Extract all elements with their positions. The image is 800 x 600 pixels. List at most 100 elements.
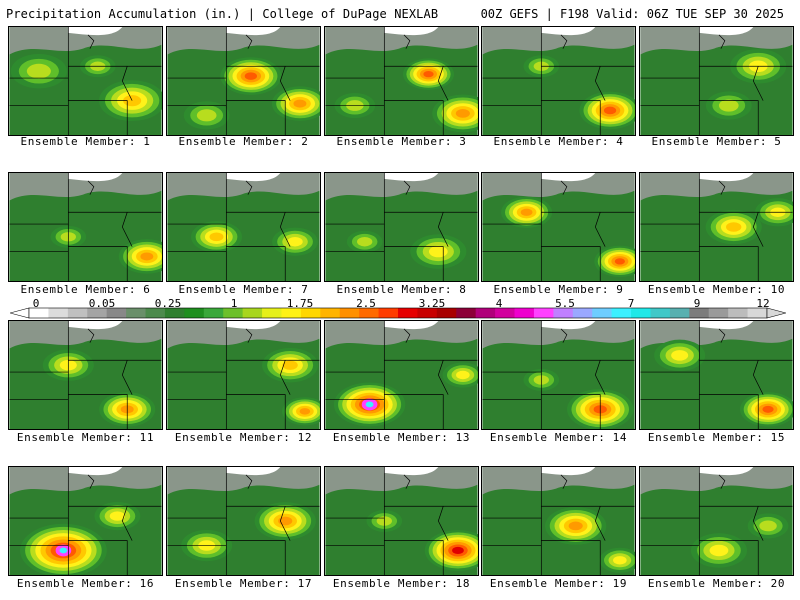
precip-field-map xyxy=(640,467,793,575)
colorbar-segment xyxy=(436,308,457,318)
member-label: Ensemble Member: 4 xyxy=(493,135,624,148)
colorbar-segment xyxy=(126,308,147,318)
member-label: Ensemble Member: 17 xyxy=(174,577,313,590)
colorbar-segment xyxy=(145,308,166,318)
precip-field-map xyxy=(640,27,793,135)
precip-field-map xyxy=(482,321,635,429)
member-map-panel xyxy=(481,172,636,282)
member-map-panel xyxy=(639,26,794,136)
colorbar-segment xyxy=(708,308,729,318)
colorbar-segment xyxy=(514,308,535,318)
member-map-panel xyxy=(324,320,479,430)
member-map-panel xyxy=(324,466,479,576)
member-label: Ensemble Member: 11 xyxy=(16,431,155,444)
colorbar-segment xyxy=(164,308,185,318)
model-run-info: 00Z GEFS | F198 Valid: 06Z TUE SEP 30 20… xyxy=(480,7,784,21)
precip-field-map xyxy=(9,27,162,135)
member-label: Ensemble Member: 7 xyxy=(178,283,309,296)
precip-field-map xyxy=(325,467,478,575)
member-map-panel xyxy=(8,320,163,430)
member-map-panel xyxy=(166,466,321,576)
colorbar-segment xyxy=(398,308,418,318)
colorbar-segment xyxy=(359,308,380,318)
colorbar-segment xyxy=(48,308,69,318)
colorbar-tick-label: 9 xyxy=(693,297,701,310)
colorbar-tick-label: 1.75 xyxy=(286,297,314,310)
colorbar-segment xyxy=(631,308,651,318)
member-label: Ensemble Member: 10 xyxy=(647,283,786,296)
colorbar-segment xyxy=(242,308,263,318)
precip-field-map xyxy=(482,173,635,281)
colorbar-tick-label: 2.5 xyxy=(356,297,376,310)
colorbar-tick-label: 1 xyxy=(230,297,238,310)
member-label: Ensemble Member: 14 xyxy=(489,431,628,444)
precip-field-map xyxy=(640,321,793,429)
member-map-panel xyxy=(639,466,794,576)
member-map-panel xyxy=(8,172,163,282)
colorbar-segment xyxy=(87,308,108,318)
precip-field-map xyxy=(167,467,320,575)
colorbar-max-arrow xyxy=(766,307,786,319)
member-label: Ensemble Member: 2 xyxy=(178,135,309,148)
colorbar-segment xyxy=(262,308,282,318)
precip-field-map xyxy=(9,173,162,281)
precip-colorbar xyxy=(10,307,786,319)
member-label: Ensemble Member: 12 xyxy=(174,431,313,444)
member-label: Ensemble Member: 8 xyxy=(336,283,467,296)
colorbar-segment xyxy=(223,308,244,318)
colorbar-tick-label: 7 xyxy=(627,297,635,310)
colorbar-segment xyxy=(669,308,690,318)
colorbar-segment xyxy=(417,308,438,318)
member-map-panel xyxy=(481,466,636,576)
precip-field-map xyxy=(9,321,162,429)
precip-field-map xyxy=(640,173,793,281)
member-map-panel xyxy=(166,26,321,136)
member-label: Ensemble Member: 16 xyxy=(16,577,155,590)
colorbar-segment xyxy=(203,308,224,318)
colorbar-segment xyxy=(495,308,516,318)
member-label: Ensemble Member: 3 xyxy=(336,135,467,148)
member-map-panel xyxy=(481,320,636,430)
colorbar-tick-label: 0 xyxy=(32,297,40,310)
colorbar-segment xyxy=(728,308,749,318)
colorbar-segment xyxy=(747,308,768,318)
colorbar-tick-label: 5.5 xyxy=(555,297,575,310)
colorbar-segment xyxy=(689,308,710,318)
member-map-panel xyxy=(324,172,479,282)
colorbar-tick-label: 0.05 xyxy=(88,297,116,310)
colorbar-segment xyxy=(339,308,360,318)
colorbar-segment xyxy=(106,308,127,318)
colorbar-segment xyxy=(29,308,49,318)
colorbar-segment xyxy=(67,308,88,318)
member-map-panel xyxy=(639,320,794,430)
colorbar-tick-label: 4 xyxy=(495,297,503,310)
member-map-panel xyxy=(481,26,636,136)
colorbar-segment xyxy=(592,308,613,318)
colorbar-segment xyxy=(184,308,205,318)
member-label: Ensemble Member: 19 xyxy=(489,577,628,590)
colorbar-segment xyxy=(475,308,496,318)
precip-field-map xyxy=(167,321,320,429)
precip-field-map xyxy=(9,467,162,575)
member-label: Ensemble Member: 1 xyxy=(20,135,151,148)
precip-field-map xyxy=(325,27,478,135)
colorbar-tick-label: 0.25 xyxy=(154,297,182,310)
colorbar-segment xyxy=(378,308,399,318)
precip-field-map xyxy=(482,27,635,135)
precip-field-map xyxy=(167,173,320,281)
member-label: Ensemble Member: 9 xyxy=(493,283,624,296)
precip-field-map xyxy=(325,321,478,429)
precip-field-map xyxy=(167,27,320,135)
colorbar-segment xyxy=(533,308,554,318)
member-map-panel xyxy=(8,466,163,576)
colorbar-segment xyxy=(300,308,321,318)
colorbar-segment xyxy=(320,308,341,318)
colorbar-segment xyxy=(650,308,671,318)
member-label: Ensemble Member: 15 xyxy=(647,431,786,444)
member-label: Ensemble Member: 20 xyxy=(647,577,786,590)
member-map-panel xyxy=(166,320,321,430)
precip-field-map xyxy=(482,467,635,575)
member-label: Ensemble Member: 5 xyxy=(651,135,782,148)
colorbar-segment xyxy=(456,308,477,318)
member-label: Ensemble Member: 18 xyxy=(332,577,471,590)
